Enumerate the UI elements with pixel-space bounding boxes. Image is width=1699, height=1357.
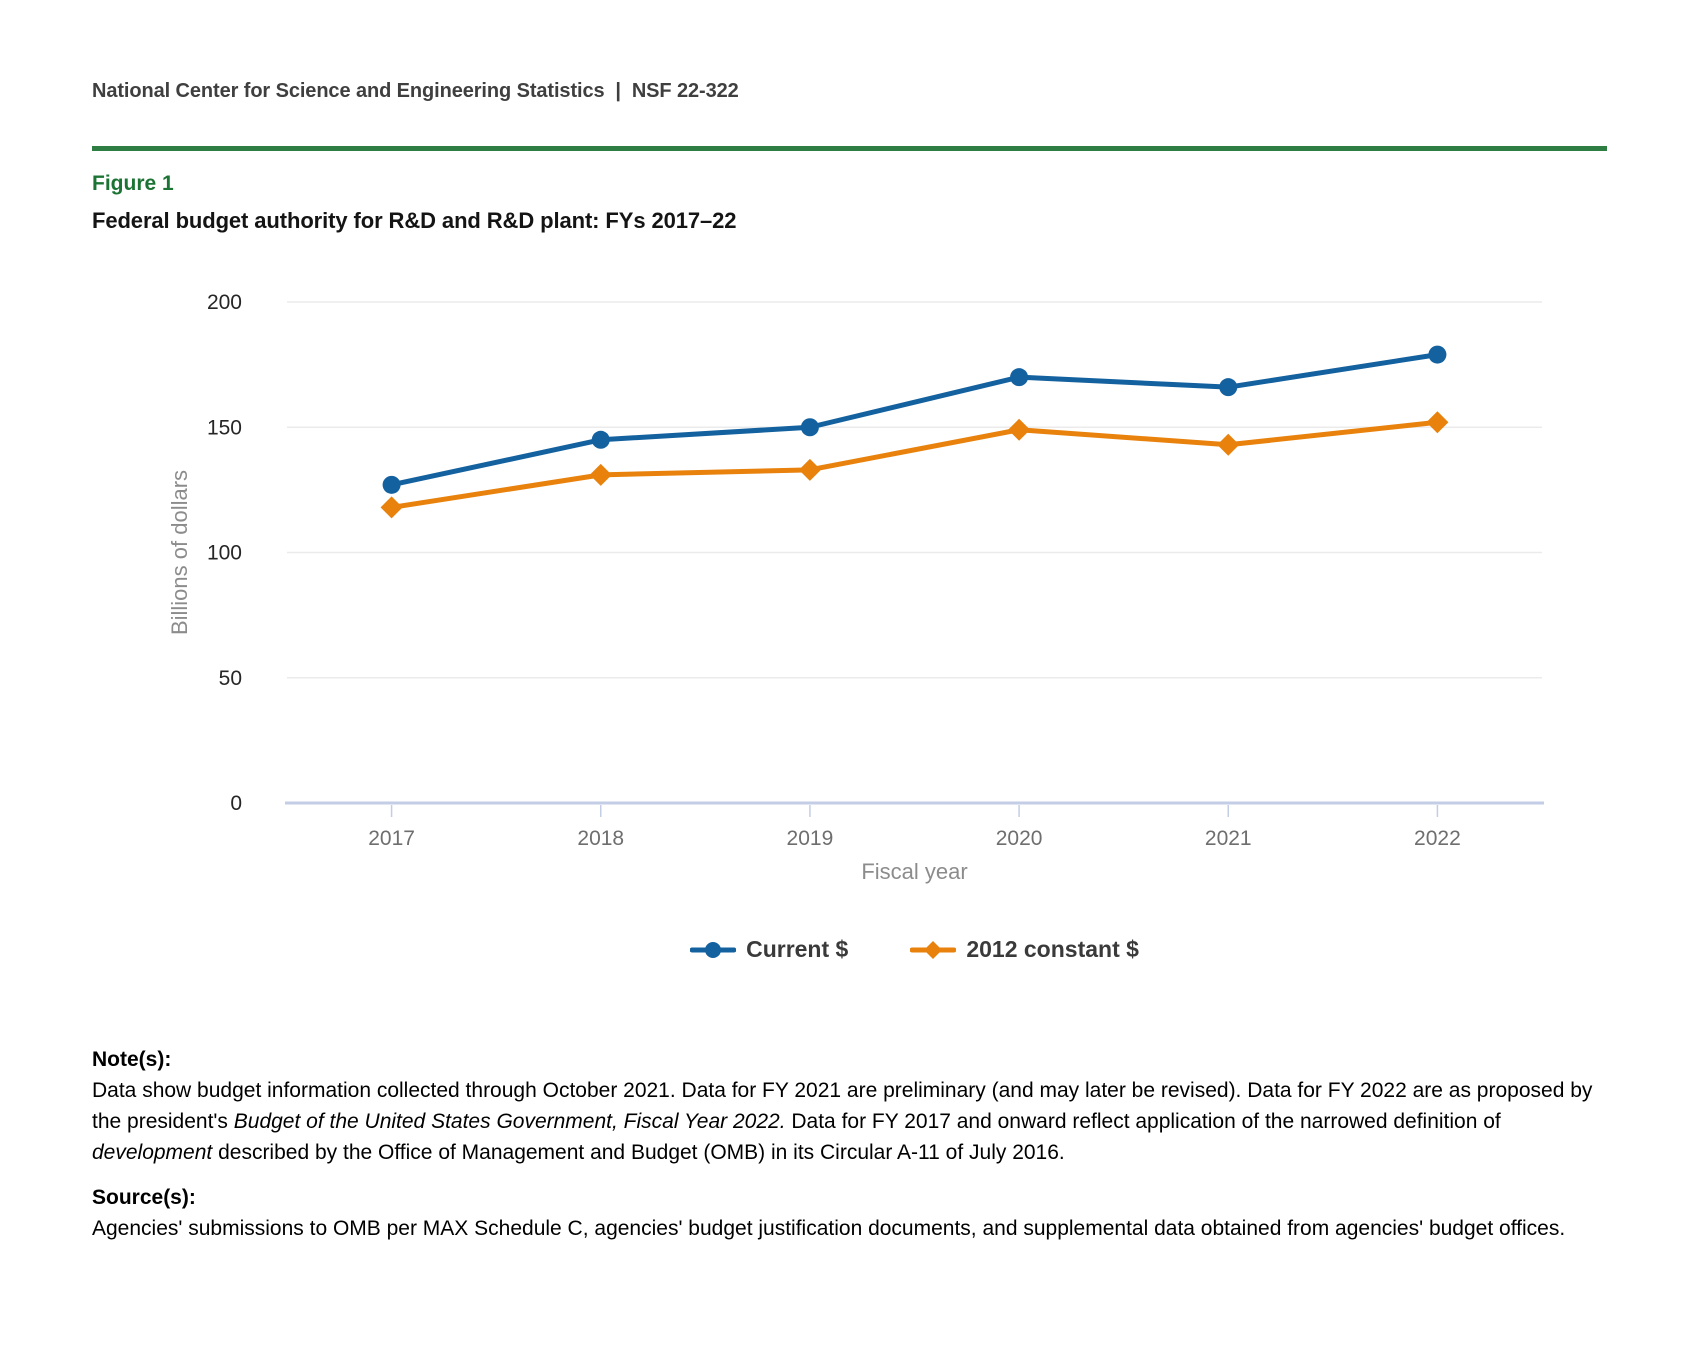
sources-section: Source(s): Agencies' submissions to OMB … (92, 1182, 1608, 1244)
svg-text:200: 200 (207, 291, 242, 314)
svg-text:2021: 2021 (1205, 827, 1252, 850)
legend-label-constant: 2012 constant $ (966, 936, 1139, 962)
notes-text: Data show budget information collected t… (92, 1079, 1593, 1164)
svg-text:100: 100 (207, 542, 242, 565)
x-axis-ticks (390, 805, 1439, 817)
legend-item-current: Current $ (690, 936, 848, 963)
x-axis-title: Fiscal year (861, 859, 967, 884)
y-axis-title: Billions of dollars (167, 470, 192, 635)
legend: Current $ 2012 constant $ (287, 936, 1542, 963)
svg-text:50: 50 (219, 667, 242, 690)
green-divider (92, 146, 1607, 151)
notes-heading: Note(s): (92, 1048, 172, 1071)
svg-text:2018: 2018 (577, 827, 624, 850)
x-axis-tick-labels: 2017 2018 2019 2020 2021 2022 (368, 827, 1461, 850)
svg-text:2020: 2020 (996, 827, 1043, 850)
legend-label-current: Current $ (746, 936, 849, 962)
masthead: National Center for Science and Engineer… (92, 80, 739, 102)
svg-text:2022: 2022 (1414, 827, 1461, 850)
series-constant-dollars (380, 411, 1449, 519)
y-axis-tick-labels: 0 50 100 150 200 (207, 291, 242, 815)
figure-label: Figure 1 (92, 172, 174, 195)
figure-title: Federal budget authority for R&D and R&D… (92, 208, 737, 233)
svg-text:2019: 2019 (787, 827, 834, 850)
notes-section: Note(s): Data show budget information co… (92, 1044, 1608, 1168)
legend-item-constant: 2012 constant $ (910, 936, 1139, 963)
legend-marker-constant-icon (910, 940, 957, 959)
legend-marker-current-icon (690, 941, 737, 958)
gridlines (287, 301, 1542, 679)
sources-text: Agencies' submissions to OMB per MAX Sch… (92, 1217, 1566, 1240)
svg-text:150: 150 (207, 416, 242, 439)
line-chart: 0 50 100 150 200 2017 2018 2019 2020 2021 2022 Bill… (167, 291, 1544, 884)
series-current-dollars (382, 345, 1447, 494)
svg-text:2017: 2017 (368, 827, 415, 850)
sources-heading: Source(s): (92, 1186, 196, 1209)
svg-text:0: 0 (230, 792, 242, 815)
